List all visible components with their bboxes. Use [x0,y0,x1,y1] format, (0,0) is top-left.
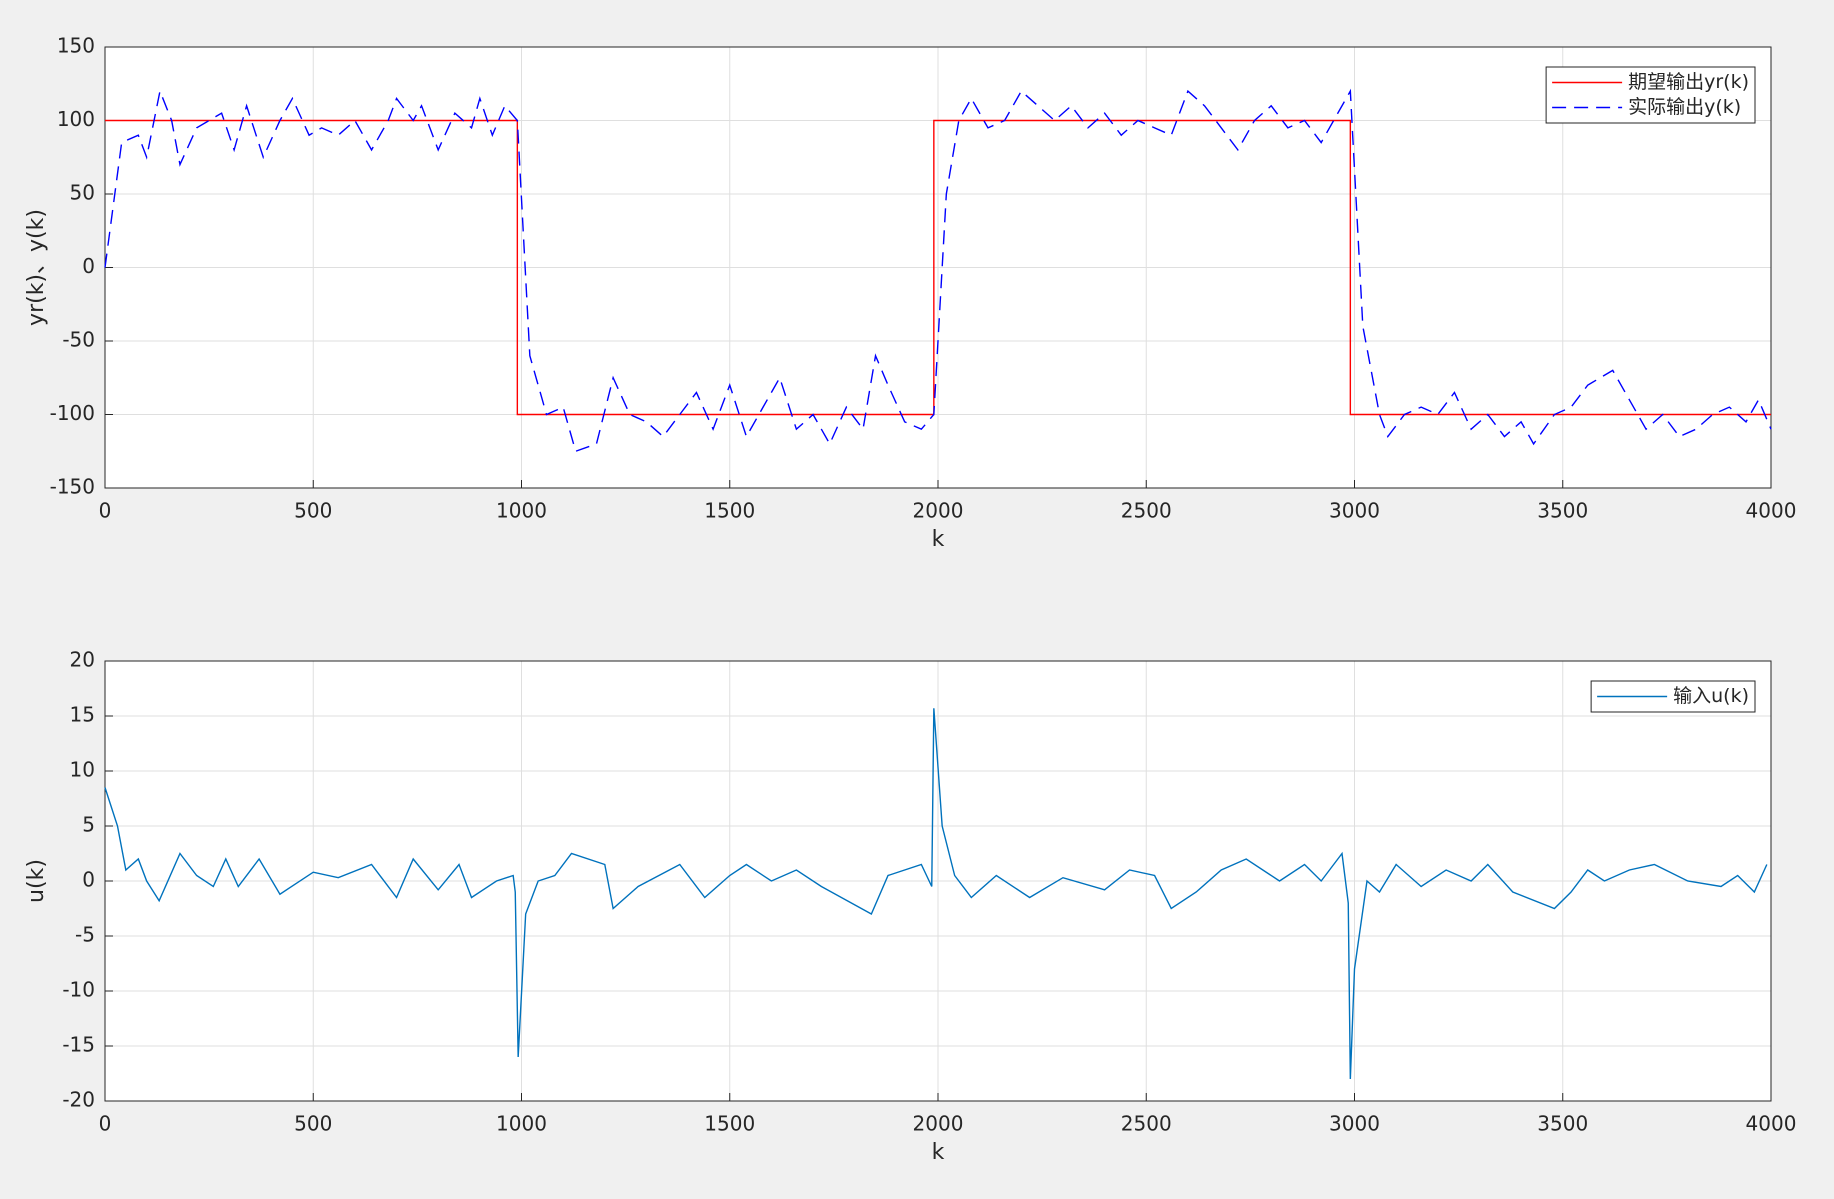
y-tick-label: -10 [62,978,95,1002]
legend: 输入u(k) [1590,680,1756,713]
y-tick-label: 15 [70,703,95,727]
data-line [104,708,1768,1080]
legend-box [1545,66,1756,124]
y-tick-label: 150 [57,34,95,58]
x-tick-label: 2500 [1121,499,1172,523]
x-tick-label: 1000 [496,499,547,523]
data-line [104,88,1772,453]
x-tick-label: 500 [294,499,332,523]
x-tick-label: 2500 [1121,1112,1172,1136]
data-line [105,119,1771,416]
legend-label: 输入u(k) [1673,685,1749,707]
x-axis-label: k [932,1140,945,1165]
y-axis-label: u(k) [24,859,49,903]
x-axis-label: k [932,527,945,552]
x-tick-label: 1500 [704,1112,755,1136]
y-tick-label: 100 [57,107,95,131]
axes: 0 500 1000 1500 2000 2500 3000 3500 4000 -20 -15 -1… [24,648,1796,1166]
legend: 期望输出yr(k) 实际输出y(k) [1545,66,1756,124]
y-tick-label: -15 [62,1033,95,1057]
x-tick-label: 1000 [496,1112,547,1136]
x-tick-label: 3000 [1329,499,1380,523]
x-tick-label: 4000 [1746,499,1797,523]
y-tick-label: 50 [70,181,95,205]
x-tick-label: 2000 [913,1112,964,1136]
x-tick-label: 500 [294,1112,332,1136]
y-tick-label: 0 [82,868,95,892]
x-tick-label: 1500 [704,499,755,523]
x-tick-label: 3000 [1329,1112,1380,1136]
axes-frame [104,660,1772,1102]
y-tick-label: 0 [82,254,95,278]
y-tick-label: -5 [75,923,95,947]
x-tick-label: 0 [99,499,112,523]
x-tick-label: 3500 [1537,1112,1588,1136]
legend-label: 实际输出y(k) [1628,96,1741,118]
y-tick-label: -100 [50,401,95,425]
x-tick-label: 4000 [1746,1112,1797,1136]
y-tick-label: 10 [70,758,95,782]
y-tick-label: 20 [70,648,95,672]
legend-label: 期望输出yr(k) [1628,71,1749,93]
y-axis-label: yr(k)、y(k) [24,209,49,326]
y-tick-label: -20 [62,1088,95,1112]
axes: 0 500 1000 1500 2000 2500 3000 3500 4000-150-100… [24,34,1796,553]
x-tick-label: 3500 [1537,499,1588,523]
x-tick-label: 2000 [913,499,964,523]
y-tick-label: 5 [82,813,95,837]
y-tick-label: -150 [50,475,95,499]
x-tick-label: 0 [99,1112,112,1136]
y-tick-label: -50 [62,328,95,352]
